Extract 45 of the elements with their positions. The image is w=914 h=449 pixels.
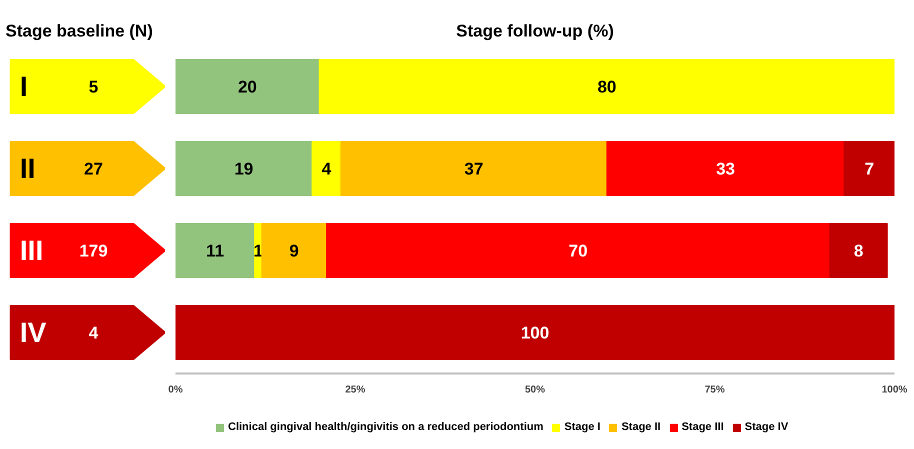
data-label: 19 [234,160,254,178]
bar [176,222,256,278]
data-label: 70 [568,242,588,260]
text: 4 [88,324,99,342]
bar [318,58,894,114]
bar [844,140,894,196]
bar [176,140,313,196]
text: 179 [79,242,108,260]
bar [326,222,830,278]
legend-label: Stage III [682,421,724,433]
chart-title: Stage follow-up (%) [456,22,614,40]
bar [176,304,894,360]
bar [340,140,608,196]
data-label: 1 [253,242,263,260]
legend-label: Stage II [621,421,661,433]
x-tick-label: 50% [524,384,546,396]
y-tick-label: II [20,153,36,184]
data-label: 7 [864,160,874,178]
data-label: 9 [289,242,299,260]
data-label: 11 [206,242,224,260]
bar [261,222,327,278]
y-tick-label: I [20,71,28,102]
x-tick-label: 75% [704,384,725,396]
legend-label: Stage I [564,421,600,433]
data-label: 37 [464,160,484,178]
bar [312,140,342,196]
data-label: 33 [716,160,735,178]
y-axis-title: Stage baseline (N) [6,22,153,40]
legend-label: Clinical gingival health/gingivitis on a reduced periodontium [228,421,544,433]
x-tick-label: 25% [345,384,366,396]
bar [829,222,888,278]
x-tick-label: 100% [882,384,908,396]
bar [606,140,845,196]
data-label: 8 [854,242,864,260]
y-tick-label: IV [20,317,47,348]
x-tick-label: 0% [168,384,183,396]
bar [176,58,320,114]
text: 5 [88,78,98,96]
data-label: 20 [238,78,257,96]
text: 27 [84,160,103,178]
data-label: 4 [322,160,332,178]
data-label: 80 [597,78,616,96]
y-tick-label: III [20,235,44,266]
data-label: 100 [520,324,550,342]
legend-label: Stage IV [744,421,788,433]
